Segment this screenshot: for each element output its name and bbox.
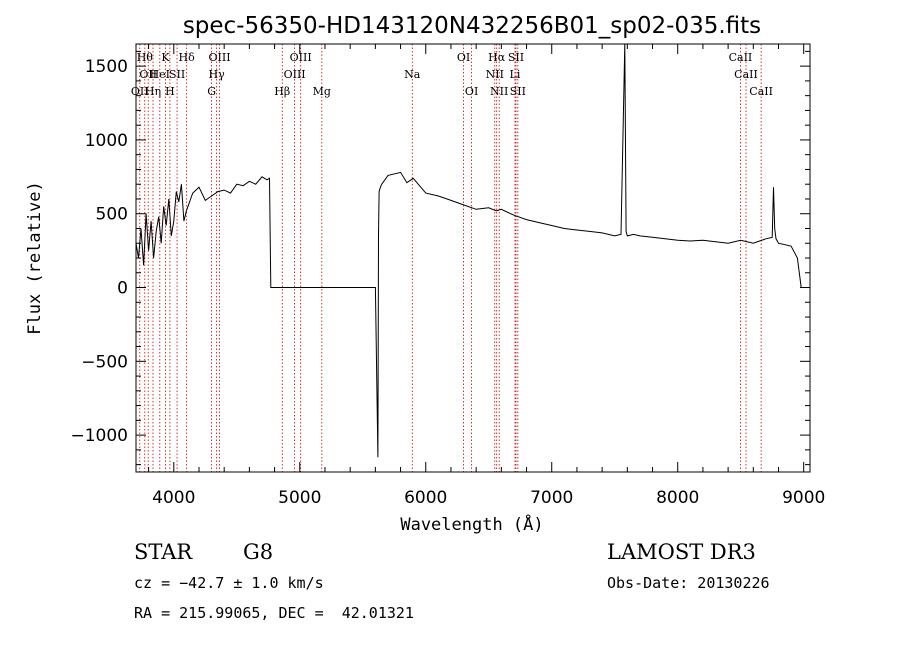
- line-marker-label-23: SII: [508, 51, 524, 64]
- x-tick-label-9000: 9000: [782, 488, 825, 508]
- line-marker-label-20: Hα: [488, 51, 506, 64]
- x-tick-label-8000: 8000: [656, 488, 699, 508]
- line-marker-label-24: SII: [510, 85, 526, 98]
- line-marker-label-10: Hγ: [209, 68, 226, 81]
- line-marker-label-14: OIII: [290, 51, 312, 64]
- y-tick-label-500: 500: [96, 205, 128, 225]
- line-marker-label-0: OII: [131, 85, 149, 98]
- line-marker-label-4: HeI: [150, 68, 170, 81]
- plot-frame: [135, 43, 811, 473]
- y-tick-label-1000: 1000: [85, 131, 128, 151]
- line-marker-label-12: Hβ: [274, 85, 290, 98]
- line-marker-label-16: Na: [404, 68, 421, 81]
- line-marker-label-11: OIII: [208, 51, 230, 64]
- line-marker-label-26: CaII: [734, 68, 758, 81]
- sky-coordinates: RA = 215.99065, DEC = 42.01321: [134, 604, 414, 622]
- observation-date: Obs-Date: 20130226: [607, 574, 770, 592]
- line-marker-label-6: H: [165, 85, 175, 98]
- line-marker-label-15: Mg: [313, 85, 331, 98]
- x-tick-label-6000: 6000: [404, 488, 447, 508]
- line-marker-label-17: OI: [457, 51, 470, 64]
- spectral-line-markers: [139, 44, 762, 472]
- line-marker-label-9: G: [207, 85, 216, 98]
- line-marker-label-21: NII: [490, 85, 508, 98]
- line-marker-label-8: Hδ: [179, 51, 196, 64]
- y-tick-label--500: −500: [81, 352, 128, 372]
- line-marker-label-19: NII: [486, 68, 504, 81]
- y-axis: −1000 −500 0 500 1000 1500: [70, 50, 810, 466]
- spectral-line-labels: OIIHθOIIHηHeIKHSIIHδGHγOIIIHβOIIIOIIIMgN…: [131, 51, 773, 98]
- object-class: STAR: [134, 540, 193, 564]
- survey-name: LAMOST DR3: [607, 540, 756, 564]
- line-marker-label-22: Li: [510, 68, 521, 81]
- y-tick-label-0: 0: [117, 279, 128, 299]
- line-marker-label-18: OI: [465, 85, 478, 98]
- chart-title: spec-56350-HD143120N432256B01_sp02-035.f…: [183, 13, 761, 39]
- line-marker-label-5: K: [161, 51, 170, 64]
- x-axis: 4000 5000 6000 7000 8000 9000: [148, 44, 825, 508]
- x-tick-label-7000: 7000: [530, 488, 573, 508]
- line-marker-label-3: Hη: [145, 85, 161, 98]
- line-marker-label-2: OII: [139, 68, 157, 81]
- line-marker-label-7: SII: [169, 68, 185, 81]
- x-axis-label: Wavelength (Å): [400, 513, 543, 535]
- x-tick-label-4000: 4000: [152, 488, 195, 508]
- y-tick-label--1000: −1000: [70, 426, 128, 446]
- line-marker-label-13: OIII: [284, 68, 306, 81]
- x-tick-label-5000: 5000: [278, 488, 321, 508]
- y-tick-label-1500: 1500: [85, 57, 128, 77]
- line-marker-label-1: Hθ: [137, 51, 154, 64]
- y-axis-label: Flux (relative): [25, 181, 45, 335]
- redshift-velocity: cz = −42.7 ± 1.0 km/s: [134, 574, 324, 592]
- spectrum-line: [135, 43, 802, 458]
- object-subclass: G8: [243, 540, 274, 564]
- line-marker-label-27: CaII: [749, 85, 773, 98]
- line-marker-label-25: CaII: [729, 51, 753, 64]
